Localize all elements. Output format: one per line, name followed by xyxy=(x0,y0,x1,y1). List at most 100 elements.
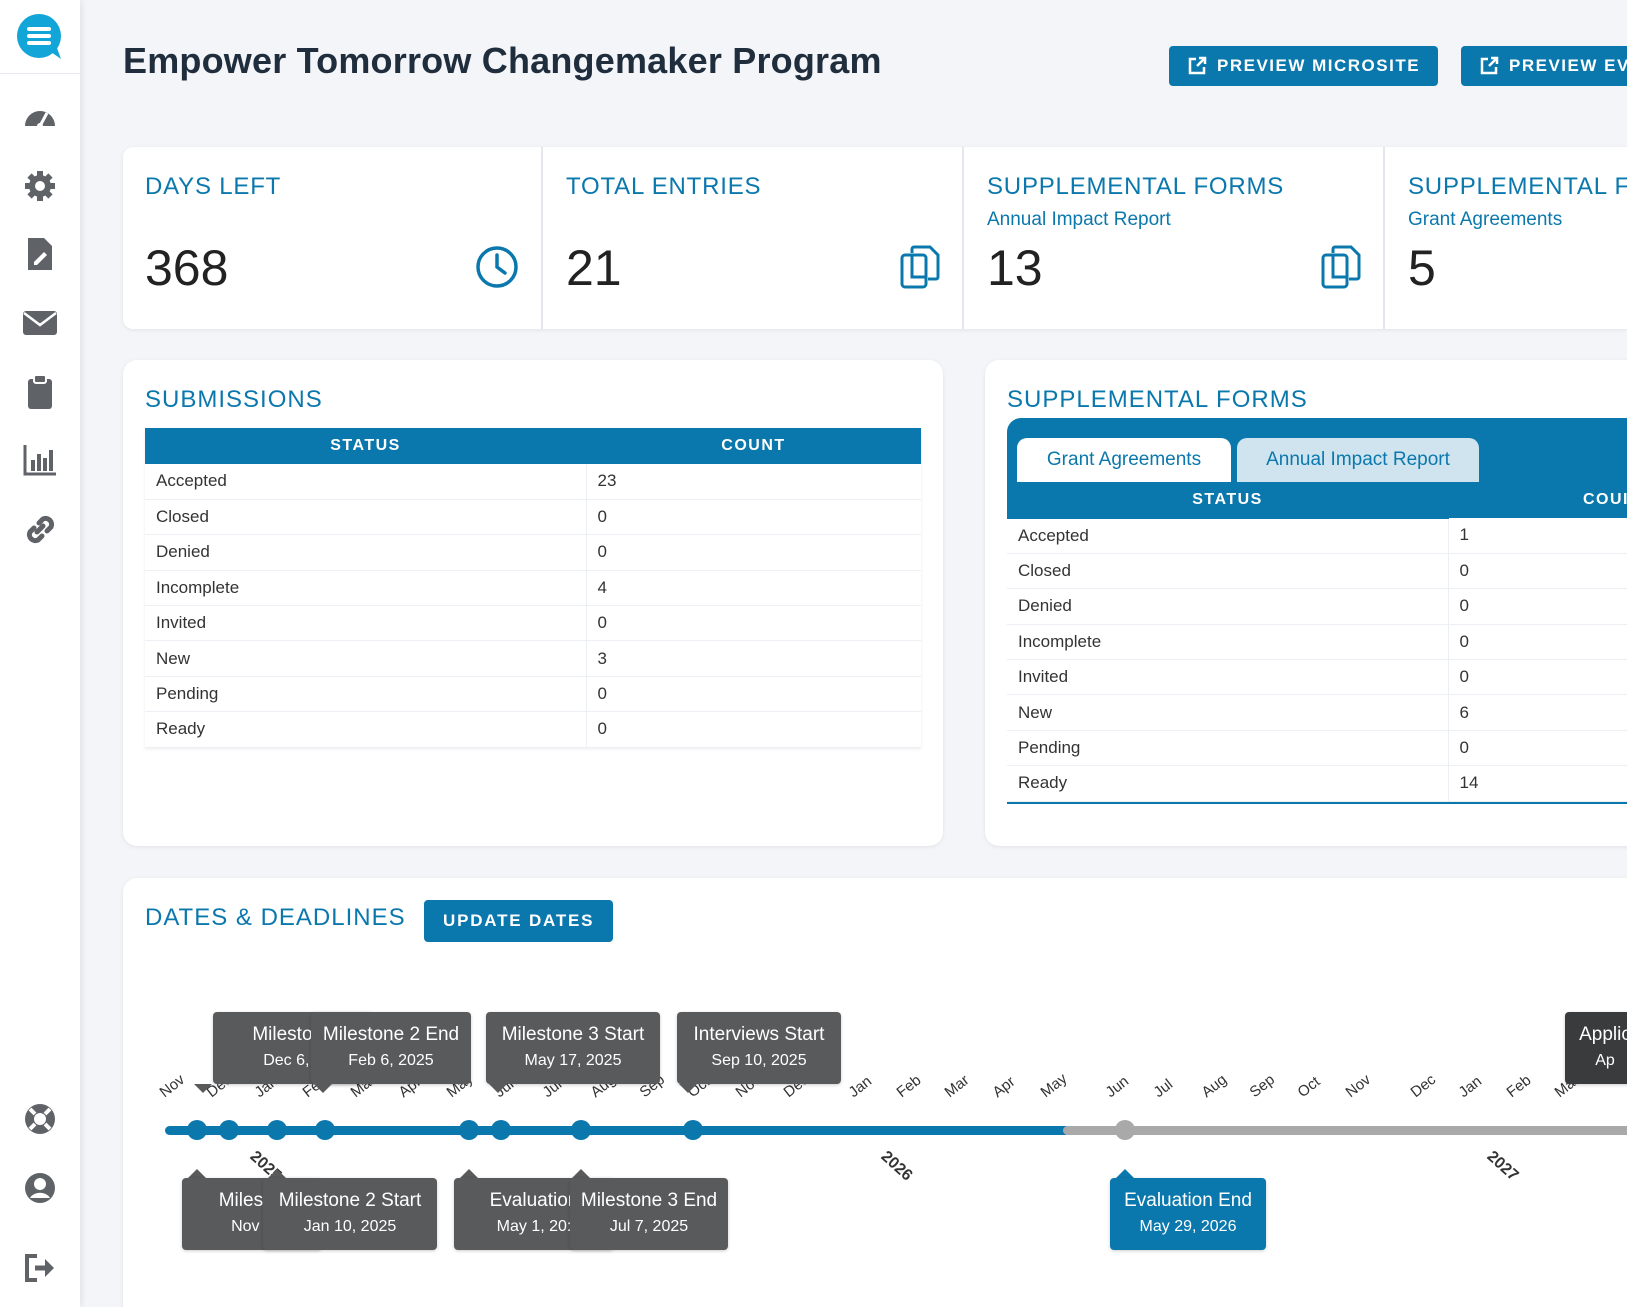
month-tick-label: Aug xyxy=(1198,1071,1231,1101)
external-link-icon xyxy=(1188,56,1207,75)
stat-value: 21 xyxy=(566,240,622,296)
sidebar xyxy=(0,0,80,1307)
callout-pointer xyxy=(460,1169,478,1178)
supplemental-forms-panel: SUPPLEMENTAL FORMS Grant Agreements Annu… xyxy=(985,360,1627,846)
table-row: Denied 0 xyxy=(1007,588,1627,625)
month-tick-label: Nov xyxy=(156,1071,189,1101)
timeline-milestone-dot[interactable] xyxy=(683,1120,703,1140)
page-title: Empower Tomorrow Changemaker Program xyxy=(123,40,882,81)
table-row: Accepted 1 xyxy=(1007,518,1627,554)
event-callout[interactable]: Milestone 3 Start May 17, 2025 xyxy=(486,1012,660,1084)
event-title: Milestone 2 Start xyxy=(278,1190,422,1211)
document-edit-icon[interactable] xyxy=(20,234,60,274)
month-tick-label: May xyxy=(1037,1070,1071,1101)
bar-chart-icon[interactable] xyxy=(20,440,60,480)
count-cell: 1 xyxy=(1447,518,1627,554)
gear-icon[interactable] xyxy=(20,166,60,206)
table-row: Ready 0 xyxy=(145,711,921,748)
event-callout[interactable]: Milestone 2 Start Jan 10, 2025 xyxy=(263,1178,437,1250)
copy-icon xyxy=(1321,245,1361,289)
stat-value: 5 xyxy=(1408,240,1436,296)
event-title: Evaluation End xyxy=(1124,1190,1252,1211)
event-callout[interactable]: Milestone 3 End Jul 7, 2025 xyxy=(570,1178,728,1250)
count-cell: 0 xyxy=(585,605,921,642)
preview-event-button[interactable]: PREVIEW EV xyxy=(1461,46,1627,86)
timeline-milestone-dot[interactable] xyxy=(459,1120,479,1140)
status-cell: New xyxy=(1007,694,1448,731)
event-callout[interactable]: Interviews Start Sep 10, 2025 xyxy=(677,1012,841,1084)
timeline-milestone-dot[interactable] xyxy=(219,1120,239,1140)
timeline-milestone-dot[interactable] xyxy=(491,1120,511,1140)
status-cell: Denied xyxy=(145,534,586,571)
help-lifebuoy-icon[interactable] xyxy=(20,1099,60,1139)
count-cell: 6 xyxy=(1447,694,1627,731)
status-cell: Incomplete xyxy=(1007,624,1448,661)
table-row: Denied 0 xyxy=(145,534,921,571)
status-cell: Pending xyxy=(1007,730,1448,767)
table-row: Invited 0 xyxy=(1007,659,1627,696)
event-title: Milestone 3 End xyxy=(580,1190,718,1211)
event-date: Jan 10, 2025 xyxy=(303,1218,397,1235)
preview-microsite-button[interactable]: PREVIEW MICROSITE xyxy=(1169,46,1439,86)
stat-value: 13 xyxy=(987,240,1043,296)
month-tick-label: Apr xyxy=(989,1073,1019,1101)
external-link-icon xyxy=(1480,56,1499,75)
event-date: May 29, 2026 xyxy=(1139,1218,1237,1235)
event-callout[interactable]: Evaluation End May 29, 2026 xyxy=(1110,1178,1266,1250)
copy-icon xyxy=(900,245,940,289)
submissions-table: STATUS COUNT Accepted 23 Closed 0 Denied 0 Inc… xyxy=(145,428,921,748)
callout-pointer xyxy=(679,1084,697,1093)
tab-grant-agreements[interactable]: Grant Agreements xyxy=(1017,438,1231,482)
stat-value: 368 xyxy=(145,240,229,296)
tab-annual-impact-report[interactable]: Annual Impact Report xyxy=(1237,438,1479,482)
table-row: Pending 0 xyxy=(145,676,921,713)
count-cell: 4 xyxy=(585,570,921,607)
column-header-count[interactable]: COUNT xyxy=(586,428,921,464)
event-date: Jul 7, 2025 xyxy=(609,1218,689,1235)
table-row: Closed 0 xyxy=(145,499,921,536)
preview-event-label: PREVIEW EV xyxy=(1509,56,1627,75)
table-row: Invited 0 xyxy=(145,605,921,642)
envelope-icon[interactable] xyxy=(20,303,60,343)
stat-grant-agreements: SUPPLEMENTAL FO Grant Agreements 5 xyxy=(1386,147,1627,329)
table-row: Incomplete 0 xyxy=(1007,624,1627,661)
logo[interactable] xyxy=(0,0,80,74)
column-header-status[interactable]: STATUS xyxy=(145,428,586,464)
timeline-milestone-dot[interactable] xyxy=(315,1120,335,1140)
event-callout[interactable]: Applic Ap xyxy=(1565,1012,1627,1084)
supplemental-forms-title: SUPPLEMENTAL FORMS xyxy=(1007,386,1308,413)
status-cell: New xyxy=(145,640,586,677)
supplemental-tabs-container: Grant Agreements Annual Impact Report ST… xyxy=(1007,418,1627,804)
supplemental-table: STATUS COUI Accepted 1 Closed 0 Denied 0 Incom… xyxy=(1007,482,1627,802)
link-icon[interactable] xyxy=(20,509,60,549)
count-cell: 3 xyxy=(585,640,921,677)
month-tick-label: Jun xyxy=(1102,1072,1133,1101)
timeline-milestone-dot[interactable] xyxy=(187,1120,207,1140)
column-header-count[interactable]: COUI xyxy=(1448,482,1627,518)
event-date: May 17, 2025 xyxy=(524,1052,622,1069)
timeline-milestone-dot[interactable] xyxy=(571,1120,591,1140)
count-cell: 0 xyxy=(1447,588,1627,625)
stat-label: TOTAL ENTRIES xyxy=(566,173,762,200)
dates-deadlines-title: DATES & DEADLINES xyxy=(145,904,406,931)
dashboard-gauge-icon[interactable] xyxy=(20,98,60,138)
submissions-title: SUBMISSIONS xyxy=(145,386,323,413)
status-cell: Incomplete xyxy=(145,570,586,607)
user-account-icon[interactable] xyxy=(20,1168,60,1208)
event-callout[interactable]: Milestone 2 End Feb 6, 2025 xyxy=(311,1012,471,1084)
month-tick-label: Mar xyxy=(941,1071,973,1101)
count-cell: 14 xyxy=(1447,765,1627,802)
callout-pointer xyxy=(489,1084,507,1093)
sign-out-icon[interactable] xyxy=(20,1248,60,1288)
column-header-status[interactable]: STATUS xyxy=(1007,482,1448,519)
stats-row: DAYS LEFT 368 TOTAL ENTRIES 21 SUPPLEMEN… xyxy=(123,147,1627,329)
callout-pointer xyxy=(188,1169,206,1178)
event-title: Interviews Start xyxy=(693,1024,825,1045)
update-dates-button[interactable]: UPDATE DATES xyxy=(424,900,614,942)
timeline-milestone-dot[interactable] xyxy=(267,1120,287,1140)
clipboard-icon[interactable] xyxy=(20,372,60,412)
timeline-milestone-dot[interactable] xyxy=(1115,1120,1135,1140)
status-cell: Accepted xyxy=(145,464,586,500)
status-cell: Closed xyxy=(145,499,586,536)
stat-label: SUPPLEMENTAL FO xyxy=(1408,173,1627,200)
